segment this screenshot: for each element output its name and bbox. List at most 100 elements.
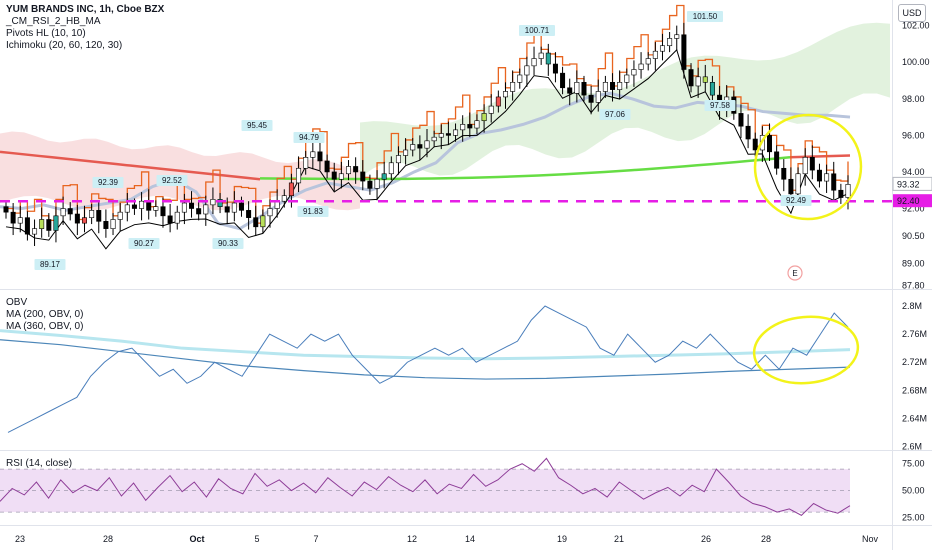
candle bbox=[388, 162, 394, 175]
time-axis-tick: 26 bbox=[701, 534, 711, 544]
pivot-label-text: 91.83 bbox=[303, 207, 324, 216]
time-axis-tick: Nov bbox=[862, 534, 879, 544]
candle bbox=[338, 173, 344, 180]
candle bbox=[32, 228, 38, 235]
candle bbox=[702, 76, 708, 83]
candle bbox=[617, 82, 623, 90]
candle bbox=[738, 113, 744, 127]
time-axis-tick: 21 bbox=[614, 534, 624, 544]
candle bbox=[667, 38, 673, 47]
candle bbox=[802, 157, 808, 175]
indicator-label-pivots: Pivots HL (10, 10) bbox=[6, 28, 86, 39]
candle bbox=[395, 155, 401, 164]
pivot-label-bg bbox=[156, 175, 188, 186]
candle bbox=[652, 50, 658, 59]
candle bbox=[659, 45, 665, 52]
candle bbox=[238, 202, 244, 211]
orange-step-line bbox=[6, 4, 849, 224]
candle bbox=[217, 199, 223, 207]
candle bbox=[96, 210, 102, 222]
earnings-marker bbox=[787, 265, 803, 281]
candle bbox=[181, 202, 187, 213]
pivot-label-text: 92.52 bbox=[162, 176, 183, 185]
candle bbox=[317, 151, 323, 162]
time-axis-tick: 12 bbox=[407, 534, 417, 544]
candle bbox=[845, 184, 851, 198]
candle bbox=[253, 217, 259, 228]
candle bbox=[189, 202, 195, 209]
obv-axis-tick: 2.8M bbox=[902, 301, 922, 311]
obv-ma360-label: MA (360, OBV, 0) bbox=[6, 321, 84, 332]
candle bbox=[595, 91, 601, 103]
candle bbox=[531, 58, 537, 67]
candle bbox=[460, 124, 466, 131]
candle bbox=[24, 217, 30, 235]
candle bbox=[60, 208, 66, 217]
currency-badge[interactable]: USD bbox=[898, 4, 926, 22]
candle bbox=[567, 87, 573, 94]
candle bbox=[160, 206, 166, 217]
obv-ma200-line bbox=[0, 329, 851, 361]
chart-title: YUM BRANDS INC, 1h, Cboe BZX bbox=[6, 4, 165, 15]
price-axis-tick: 98.00 bbox=[902, 94, 925, 104]
price-axis-tick: 102.00 bbox=[902, 21, 930, 31]
rsi-axis-tick: 75.00 bbox=[902, 459, 925, 469]
candle bbox=[81, 217, 87, 224]
candle bbox=[560, 72, 566, 89]
candle bbox=[346, 166, 352, 175]
rsi-axis-tick: 25.00 bbox=[902, 512, 925, 522]
candle bbox=[816, 169, 822, 182]
pivot-label-bg bbox=[241, 120, 273, 131]
obv-pane-legend: OBV MA (200, OBV, 0) MA (360, OBV, 0) bbox=[6, 297, 83, 333]
candle bbox=[588, 94, 594, 103]
candle bbox=[767, 135, 773, 153]
indicator-label-rsi-hb: _CM_RSI_2_HB_MA bbox=[6, 16, 101, 27]
candle bbox=[538, 52, 544, 59]
candle bbox=[645, 58, 651, 65]
time-axis-tick: 14 bbox=[465, 534, 475, 544]
moving-average-red bbox=[0, 150, 261, 181]
candle bbox=[752, 138, 758, 151]
last-price-badge bbox=[892, 176, 932, 191]
level-price-badge bbox=[893, 194, 932, 208]
candle bbox=[510, 82, 516, 92]
pivot-label-bg bbox=[519, 25, 555, 36]
yellow-highlight-ellipse-price bbox=[753, 113, 863, 221]
ichimoku-cloud-green bbox=[360, 22, 890, 178]
candle bbox=[774, 151, 780, 169]
candle bbox=[110, 219, 116, 229]
obv-ma360-line bbox=[0, 339, 851, 380]
price-axis-tick: 92.00 bbox=[902, 204, 925, 214]
earnings-marker-text: E bbox=[792, 269, 797, 278]
candle bbox=[781, 167, 787, 180]
price-axis-tick: 87.80 bbox=[902, 280, 925, 290]
pivot-label-text: 92.49 bbox=[786, 196, 807, 205]
time-axis-tick: 28 bbox=[103, 534, 113, 544]
candle bbox=[146, 200, 152, 211]
candle bbox=[331, 171, 337, 180]
pivot-label-text: 90.27 bbox=[134, 239, 155, 248]
candle bbox=[502, 91, 508, 98]
candle bbox=[709, 82, 715, 96]
candle bbox=[374, 178, 380, 189]
candle bbox=[602, 82, 608, 92]
indicator-label-ichimoku: Ichimoku (20, 60, 120, 30) bbox=[6, 40, 123, 51]
candle bbox=[831, 173, 837, 191]
candle bbox=[131, 204, 137, 209]
pivot-label-bg bbox=[293, 132, 325, 143]
time-axis-tick: 5 bbox=[254, 534, 259, 544]
candle bbox=[246, 210, 252, 218]
time-axis-tick: 7 bbox=[313, 534, 318, 544]
candle bbox=[103, 221, 109, 229]
candle bbox=[681, 34, 687, 70]
pivot-label-bg bbox=[212, 238, 244, 249]
last-price-value: 93.32 bbox=[897, 179, 920, 189]
rsi-title: RSI (14, close) bbox=[6, 458, 73, 469]
candle bbox=[89, 210, 95, 218]
candle bbox=[745, 125, 751, 140]
rsi-line bbox=[0, 457, 851, 516]
candle bbox=[74, 213, 80, 224]
pivot-label-bg bbox=[92, 177, 124, 188]
candle bbox=[260, 215, 266, 228]
